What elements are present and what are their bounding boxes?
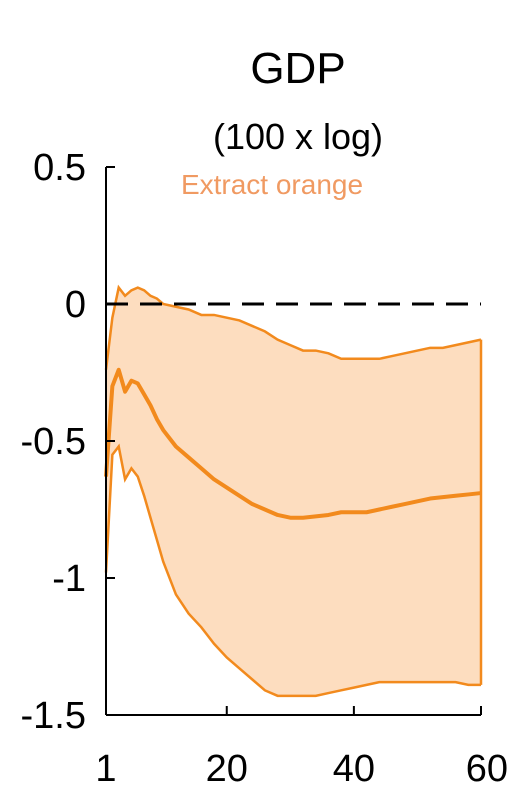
y-axis-ticks: 0.5 0 -0.5 -1 -1.5 — [21, 147, 115, 737]
x-tick-label: 60 — [466, 748, 508, 790]
y-tick-label: 0.5 — [33, 147, 86, 189]
x-tick-label: 1 — [95, 748, 116, 790]
y-tick-label: 0 — [65, 284, 86, 326]
lower-bound-line — [104, 443, 481, 698]
upper-bound-line — [104, 284, 482, 370]
x-tick-label: 20 — [206, 748, 248, 790]
y-tick-label: -0.5 — [21, 421, 86, 463]
chart-title: GDP — [250, 44, 345, 93]
chart-subtitle: (100 x log) — [213, 116, 383, 157]
x-axis-ticks: 1 20 40 60 — [95, 706, 508, 790]
x-tick-label: 40 — [333, 748, 375, 790]
chart-annotation: Extract orange — [181, 169, 363, 200]
confidence-band — [106, 287, 481, 696]
y-tick-label: -1 — [52, 558, 86, 600]
plot-area — [104, 284, 483, 698]
y-tick-label: -1.5 — [21, 695, 86, 737]
median-line — [104, 367, 482, 520]
